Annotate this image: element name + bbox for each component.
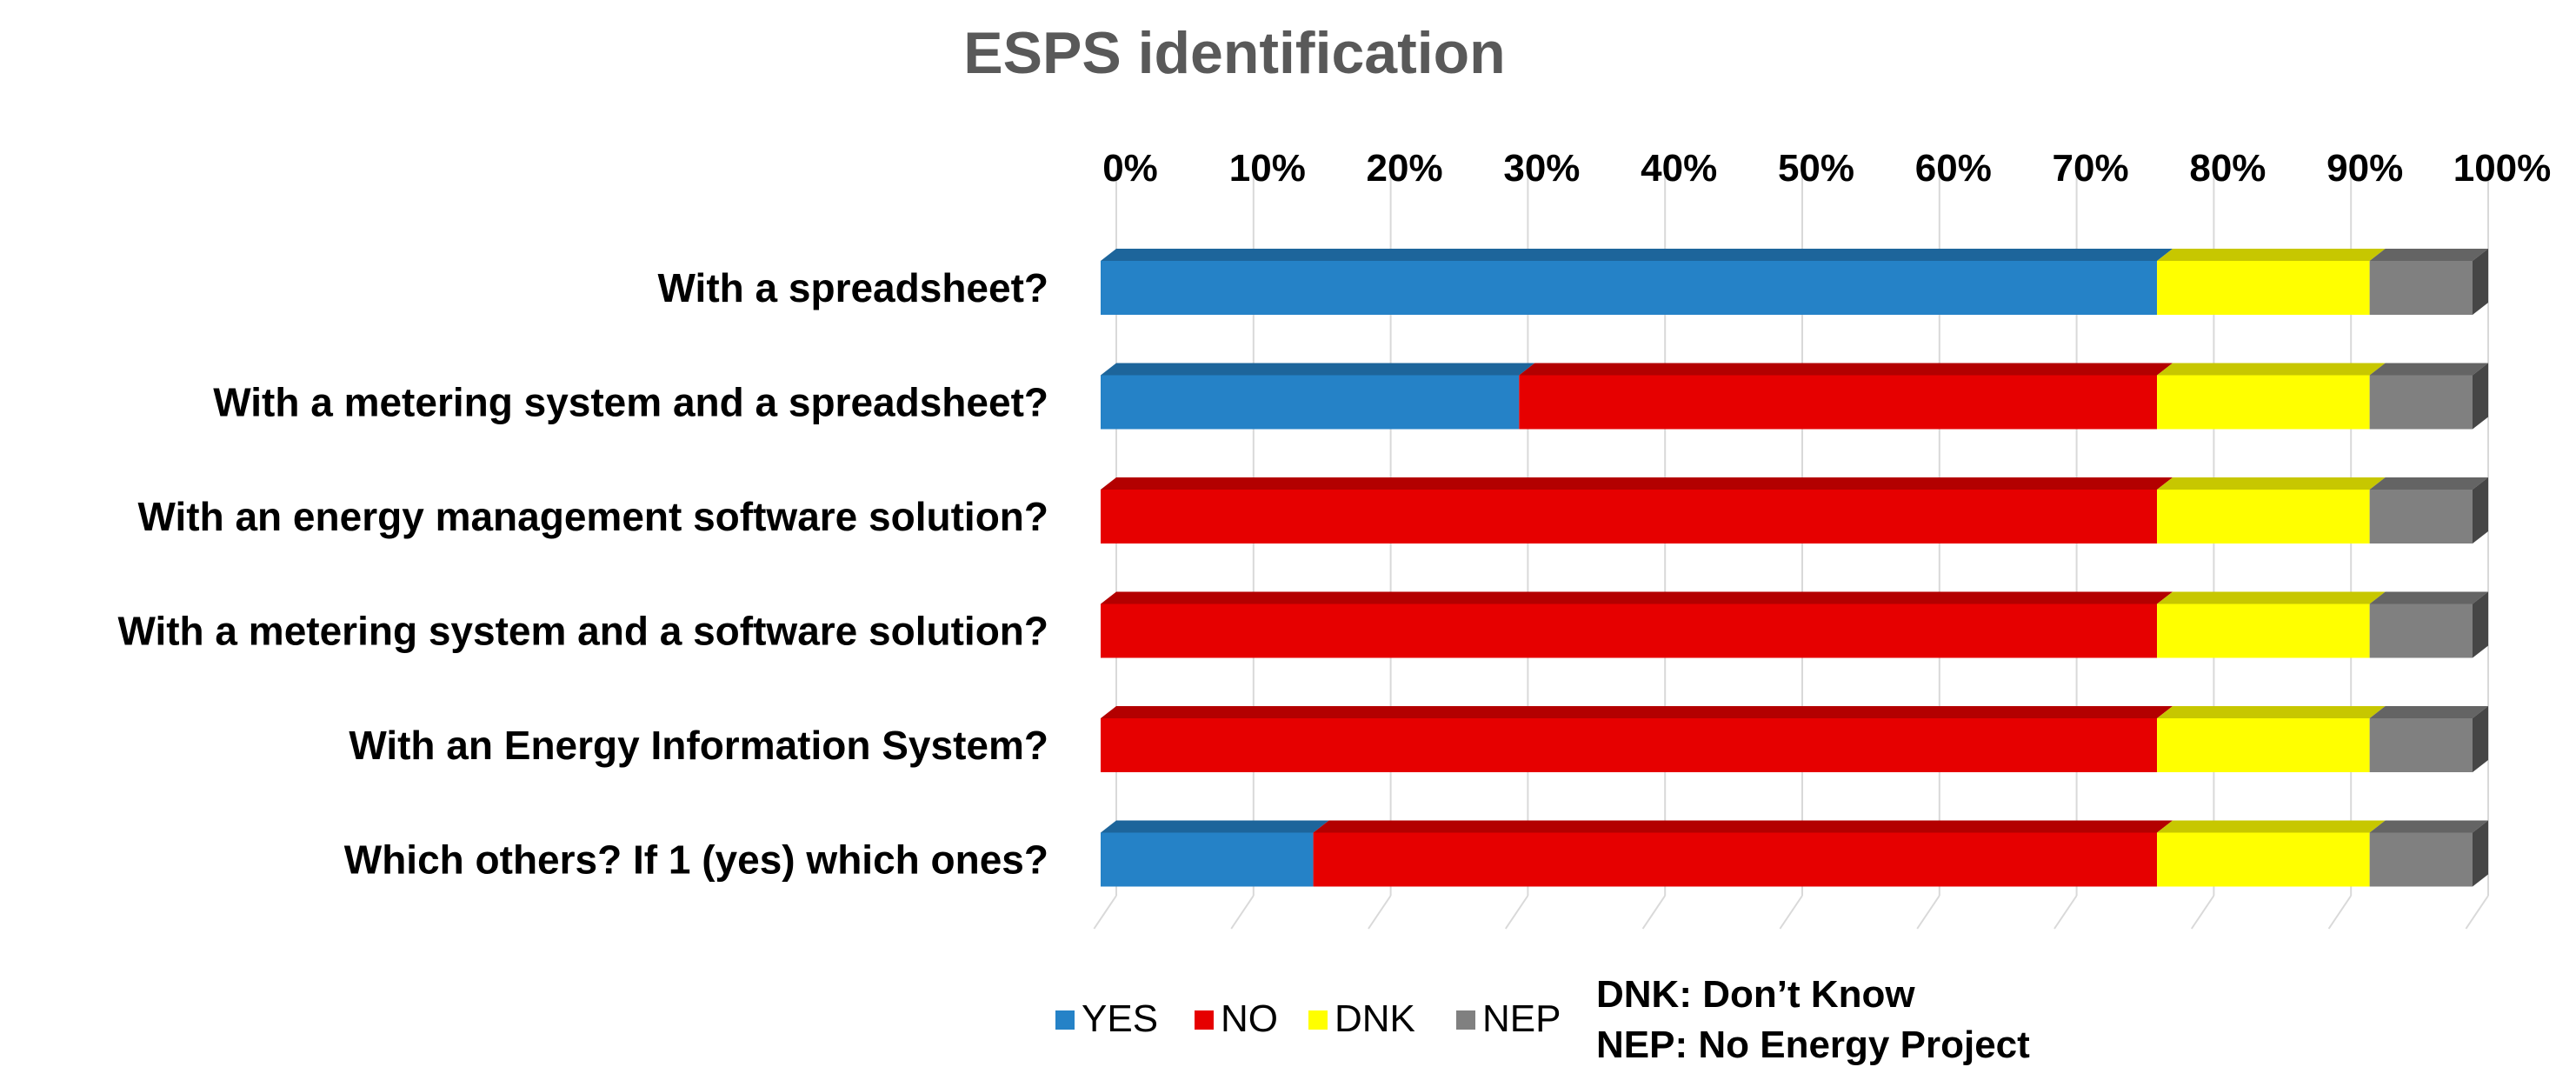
bar-side-face (2473, 706, 2488, 772)
legend-label: NO (1221, 997, 1278, 1040)
grid-floor-line (1368, 895, 1392, 930)
bar-segment (2157, 591, 2386, 658)
abbreviation-notes: DNK: Don’t Know NEP: No Energy Project (1596, 973, 2030, 1066)
bar-segment (1101, 363, 1535, 430)
legend-swatch (1055, 1010, 1075, 1030)
legend-item: NEP (1456, 997, 1561, 1040)
chart-title: ESPS identification (963, 20, 1505, 86)
grid-floor-line (1504, 895, 1529, 930)
note-nep: NEP: No Energy Project (1596, 1024, 2030, 1066)
bar-side-face (2473, 477, 2488, 544)
x-tick-label: 90% (2326, 147, 2403, 190)
bar-segment (2369, 477, 2488, 544)
grid-floor-line (1916, 895, 1940, 930)
category-label: With a spreadsheet? (658, 265, 1048, 310)
bar-side-face (2473, 820, 2488, 887)
x-tick-label: 50% (1778, 147, 1854, 190)
legend-label: DNK (1335, 997, 1415, 1040)
x-tick-label: 0% (1102, 147, 1158, 190)
bar-segment (2157, 706, 2386, 772)
grid-floor-line (1779, 895, 1803, 930)
grid-floor-line (2053, 895, 2078, 930)
bar-segment (2157, 820, 2386, 887)
legend-label: NEP (1482, 997, 1561, 1040)
grid-floor-line (1093, 895, 1117, 930)
x-tick-label: 20% (1367, 147, 1443, 190)
bar-segment (1101, 249, 2173, 315)
legend: YES NO DNK NEP (1055, 997, 1561, 1040)
bar-segment (1519, 363, 2173, 430)
legend-label: YES (1082, 997, 1158, 1040)
grid-floor-line (2190, 895, 2215, 930)
bar-segment (1101, 477, 2173, 544)
grid-floor-line (1641, 895, 1667, 930)
bar-segment (1101, 706, 2173, 772)
legend-swatch (1195, 1010, 1214, 1030)
legend-swatch (1308, 1010, 1328, 1030)
bars (1101, 249, 2488, 887)
bar-segment (1101, 820, 1329, 887)
bar-segment (1313, 820, 2173, 887)
bar-side-face (2473, 591, 2488, 658)
bar-segment (2369, 363, 2488, 430)
x-tick-label: 60% (1915, 147, 1992, 190)
note-dnk: DNK: Don’t Know (1596, 973, 1915, 1016)
bar-segment (2157, 363, 2386, 430)
legend-item: NO (1195, 997, 1278, 1040)
bar-segment (2369, 820, 2488, 887)
category-label: With a metering system and a software so… (117, 609, 1048, 654)
bar-side-face (2473, 249, 2488, 315)
x-tick-label: 30% (1503, 147, 1580, 190)
x-tick-label: 70% (2053, 147, 2129, 190)
x-tick-label: 80% (2189, 147, 2266, 190)
category-labels: With a spreadsheet? With a metering syste… (117, 265, 1048, 883)
category-label: With an Energy Information System? (349, 723, 1048, 768)
legend-item: DNK (1308, 997, 1415, 1040)
bar-segment (2369, 706, 2488, 772)
x-axis-ticks: 0% 10% 20% 30% 40% 50% 60% 70% 80% 90% 100% (1102, 147, 2551, 190)
x-tick-label: 10% (1229, 147, 1306, 190)
grid-floor-line (1230, 895, 1255, 930)
grid-floor-line (2327, 895, 2353, 930)
x-tick-label: 100% (2453, 147, 2552, 190)
legend-item: YES (1055, 997, 1158, 1040)
bar-segment (1101, 591, 2173, 658)
bar-side-face (2473, 363, 2488, 430)
bar-segment (2157, 477, 2386, 544)
grid-floor-line (2465, 895, 2489, 930)
bar-segment (2157, 249, 2386, 315)
bar-segment (2369, 591, 2488, 658)
bar-segment (2369, 249, 2488, 315)
category-label: Which others? If 1 (yes) which ones? (344, 837, 1048, 883)
legend-swatch (1456, 1010, 1475, 1030)
x-tick-label: 40% (1641, 147, 1717, 190)
category-label: With an energy management software solut… (137, 494, 1048, 539)
category-label: With a metering system and a spreadsheet… (213, 380, 1048, 425)
